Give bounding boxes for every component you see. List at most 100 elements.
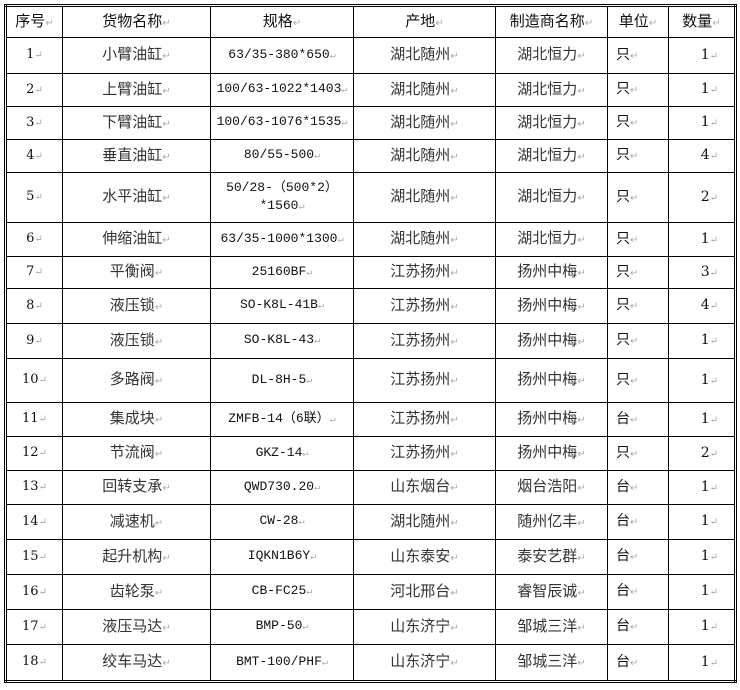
cell-serial-number: 14 — [5, 504, 63, 540]
cell-goods-name: 下臂油缸 — [62, 106, 211, 140]
table-row: 6伸缩油缸63/35-1000*1300湖北随州湖北恒力只1 — [5, 222, 736, 257]
cell-manufacturer: 扬州中梅 — [495, 436, 608, 471]
cell-goods-name: 节流阀 — [62, 436, 211, 471]
cell-quantity: 1 — [668, 574, 736, 610]
header-row: 序号货物名称规格产地制造商名称单位数量 — [5, 5, 736, 38]
cell-serial-number: 10 — [5, 358, 63, 403]
header-quantity: 数量 — [668, 5, 736, 38]
table-row: 1小臂油缸63/35-380*650湖北随州湖北恒力只1 — [5, 37, 736, 74]
cell-quantity: 1 — [668, 323, 736, 359]
cell-serial-number: 11 — [5, 402, 63, 437]
table-row: 18绞车马达BMT-100/PHF山东济宁邹城三洋台1 — [5, 644, 736, 682]
cell-origin: 湖北随州 — [353, 139, 496, 173]
table-row: 3下臂油缸100/63-1076*1535湖北随州湖北恒力只1 — [5, 106, 736, 140]
cell-goods-name: 上臂油缸 — [62, 73, 211, 107]
cell-quantity: 1 — [668, 402, 736, 437]
cell-serial-number: 4 — [5, 139, 63, 173]
cell-origin: 江苏扬州 — [353, 436, 496, 471]
table-row: 17液压马达BMP-50山东济宁邹城三洋台1 — [5, 609, 736, 645]
cell-origin: 湖北随州 — [353, 106, 496, 140]
cell-quantity: 1 — [668, 504, 736, 540]
table-row: 8液压锁SO-K8L-41B江苏扬州扬州中梅只4 — [5, 288, 736, 324]
cell-origin: 湖北随州 — [353, 172, 496, 223]
cell-manufacturer: 扬州中梅 — [495, 323, 608, 359]
cell-unit: 只 — [607, 172, 669, 223]
cell-unit: 只 — [607, 323, 669, 359]
cell-manufacturer: 扬州中梅 — [495, 256, 608, 289]
cell-unit: 只 — [607, 106, 669, 140]
table-row: 4垂直油缸80/55-500湖北随州湖北恒力只4 — [5, 139, 736, 173]
cell-quantity: 1 — [668, 73, 736, 107]
cell-goods-name: 多路阀 — [62, 358, 211, 403]
cell-unit: 只 — [607, 222, 669, 257]
cell-goods-name: 液压锁 — [62, 323, 211, 359]
cell-quantity: 1 — [668, 358, 736, 403]
cell-serial-number: 12 — [5, 436, 63, 471]
cell-unit: 台 — [607, 644, 669, 682]
cell-quantity: 1 — [668, 222, 736, 257]
cell-specification: CW-28 — [210, 504, 354, 540]
cell-quantity: 2 — [668, 172, 736, 223]
table-row: 11集成块ZMFB-14（6联）江苏扬州扬州中梅台1 — [5, 402, 736, 437]
header-specification: 规格 — [210, 5, 354, 38]
cell-goods-name: 减速机 — [62, 504, 211, 540]
header-manufacturer: 制造商名称 — [495, 5, 608, 38]
table-row: 2上臂油缸100/63-1022*1403湖北随州湖北恒力只1 — [5, 73, 736, 107]
cell-specification: DL-8H-5 — [210, 358, 354, 403]
cell-serial-number: 18 — [5, 644, 63, 682]
cell-specification: CB-FC25 — [210, 574, 354, 610]
cell-serial-number: 5 — [5, 172, 63, 223]
cell-origin: 山东烟台 — [353, 470, 496, 505]
cell-origin: 湖北随州 — [353, 222, 496, 257]
table-row: 15起升机构IQKN1B6Y山东泰安泰安艺群台1 — [5, 539, 736, 575]
table-row: 14减速机CW-28湖北随州随州亿丰台1 — [5, 504, 736, 540]
cell-goods-name: 液压马达 — [62, 609, 211, 645]
cell-unit: 只 — [607, 37, 669, 74]
cell-goods-name: 水平油缸 — [62, 172, 211, 223]
cell-manufacturer: 湖北恒力 — [495, 222, 608, 257]
cell-manufacturer: 泰安艺群 — [495, 539, 608, 575]
cell-specification: 63/35-380*650 — [210, 37, 354, 74]
cell-manufacturer: 睿智辰诚 — [495, 574, 608, 610]
cell-unit: 只 — [607, 436, 669, 471]
cell-quantity: 4 — [668, 288, 736, 324]
cell-origin: 江苏扬州 — [353, 358, 496, 403]
cell-unit: 只 — [607, 139, 669, 173]
cell-quantity: 3 — [668, 256, 736, 289]
cell-quantity: 1 — [668, 470, 736, 505]
cell-manufacturer: 扬州中梅 — [495, 288, 608, 324]
cell-origin: 江苏扬州 — [353, 256, 496, 289]
cell-goods-name: 平衡阀 — [62, 256, 211, 289]
cell-manufacturer: 湖北恒力 — [495, 73, 608, 107]
table-row: 13回转支承QWD730.20山东烟台烟台浩阳台1 — [5, 470, 736, 505]
cell-origin: 山东泰安 — [353, 539, 496, 575]
cell-specification: SO-K8L-41B — [210, 288, 354, 324]
cell-serial-number: 6 — [5, 222, 63, 257]
cell-serial-number: 17 — [5, 609, 63, 645]
cell-specification: BMP-50 — [210, 609, 354, 645]
cell-unit: 台 — [607, 539, 669, 575]
cell-goods-name: 液压锁 — [62, 288, 211, 324]
cell-origin: 湖北随州 — [353, 73, 496, 107]
header-unit: 单位 — [607, 5, 669, 38]
cell-goods-name: 绞车马达 — [62, 644, 211, 682]
cell-serial-number: 3 — [5, 106, 63, 140]
cell-specification: 100/63-1022*1403 — [210, 73, 354, 107]
cell-unit: 只 — [607, 73, 669, 107]
cell-goods-name: 齿轮泵 — [62, 574, 211, 610]
cell-specification: 50/28-（500*2）*1560 — [210, 172, 354, 223]
cell-unit: 台 — [607, 470, 669, 505]
cell-specification: SO-K8L-43 — [210, 323, 354, 359]
cell-goods-name: 伸缩油缸 — [62, 222, 211, 257]
cell-unit: 台 — [607, 402, 669, 437]
cell-specification: 25160BF — [210, 256, 354, 289]
table-row: 7平衡阀25160BF江苏扬州扬州中梅只3 — [5, 256, 736, 289]
cell-origin: 江苏扬州 — [353, 288, 496, 324]
cell-serial-number: 8 — [5, 288, 63, 324]
cell-manufacturer: 湖北恒力 — [495, 37, 608, 74]
cell-specification: 80/55-500 — [210, 139, 354, 173]
cell-origin: 湖北随州 — [353, 37, 496, 74]
cell-quantity: 1 — [668, 106, 736, 140]
table-row: 16齿轮泵CB-FC25河北邢台睿智辰诚台1 — [5, 574, 736, 610]
cell-specification: IQKN1B6Y — [210, 539, 354, 575]
